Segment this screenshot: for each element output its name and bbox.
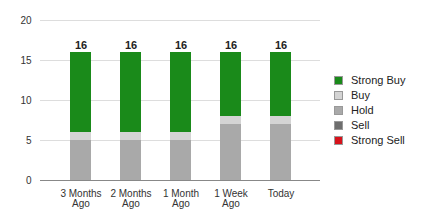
html-text:Buy: Buy [351, 89, 370, 101]
svg-text:20: 20 [20, 15, 32, 26]
svg-text:1 WeekAgo: 1 WeekAgo [214, 188, 249, 209]
svg-text:3 MonthsAgo: 3 MonthsAgo [60, 188, 101, 209]
svg-text:0: 0 [26, 175, 32, 186]
html-text:Strong Buy: Strong Buy [351, 74, 406, 86]
html-text:Strong Sell: Strong Sell [351, 134, 405, 146]
svg-text:10: 10 [20, 95, 32, 106]
html-text:Hold: Hold [351, 104, 374, 116]
svg-text:1 MonthAgo: 1 MonthAgo [163, 188, 199, 209]
svg-text:16: 16 [275, 39, 287, 51]
svg-text:16: 16 [175, 39, 187, 51]
svg-text:16: 16 [75, 39, 87, 51]
html-text:Sell: Sell [351, 119, 370, 131]
svg-text:16: 16 [125, 39, 137, 51]
svg-text:15: 15 [20, 55, 32, 66]
svg-text:5: 5 [26, 135, 32, 146]
svg-text:16: 16 [225, 39, 237, 51]
svg-text:2 MonthsAgo: 2 MonthsAgo [110, 188, 151, 209]
svg-text:Today: Today [268, 188, 295, 199]
